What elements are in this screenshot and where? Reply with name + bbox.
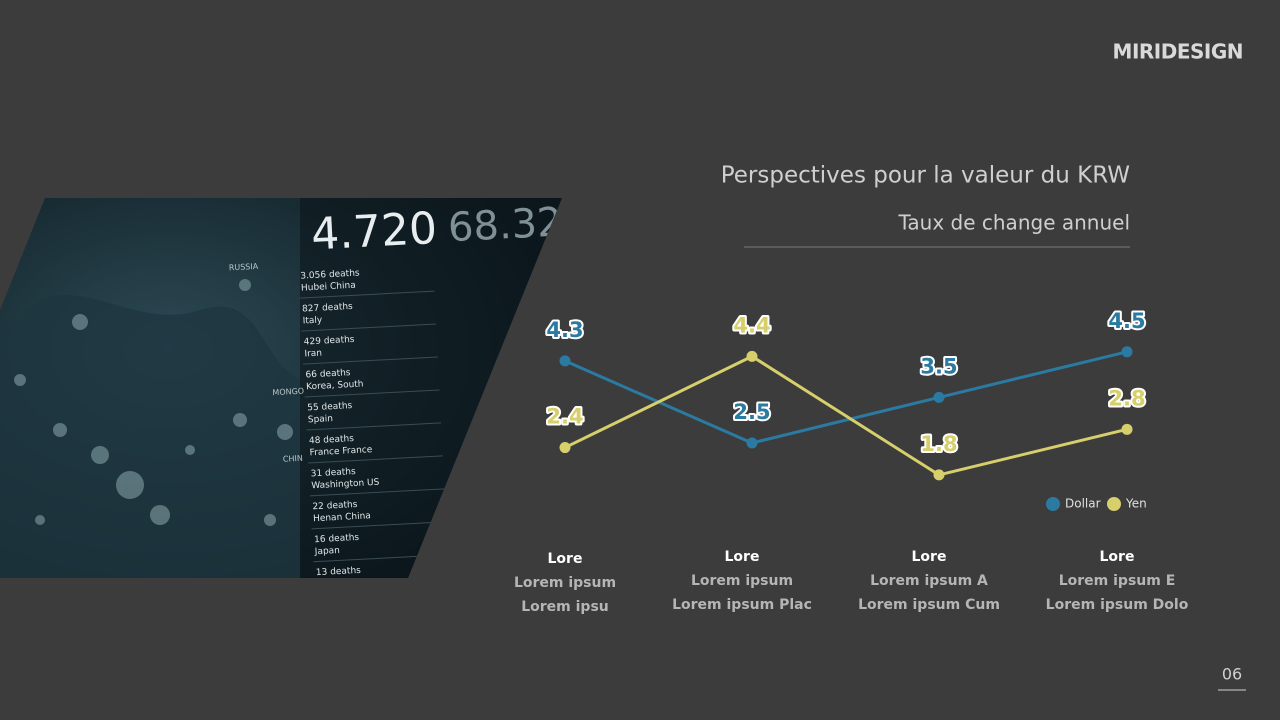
data-label: 4.5 [1108,309,1145,333]
point [1121,423,1133,435]
photo-list-text: Korea, South [306,379,364,392]
photo-list-text: Henan China [313,511,371,524]
data-label: 4.3 [546,318,583,342]
legend-swatch [1046,497,1060,511]
x-tick-detail: Lorem ipsum Cum [858,597,1000,613]
brand: MIRIDESIGN [1113,40,1243,64]
point [746,350,758,362]
data-label: 3.5 [920,354,957,378]
map-dots [14,279,293,526]
legend-swatch [1107,497,1121,511]
photo-list-text: 31 deaths [310,467,356,479]
photo-list-rule [302,356,438,365]
photo-list-text: Italy [302,315,323,326]
page-number: 06 [1222,665,1242,684]
data-label: 1.8 [920,432,957,456]
point [933,391,945,403]
photo-list-text: 16 deaths [314,533,360,545]
legend-label: Yen [1125,497,1147,511]
photo-list-text: Spain [308,414,334,425]
x-tick-detail: Lorem ipsum Dolo [1046,597,1189,613]
data-label: 2.8 [1108,386,1145,410]
photo-list-text: 13 deaths [316,566,362,578]
photo-list-rule [301,323,437,332]
data-label: 2.5 [733,400,770,424]
data-label: 4.4 [733,313,770,337]
point [933,469,945,481]
photo-list-rule [306,422,442,431]
photo-list-text: 22 deaths [312,500,358,512]
photo-list-text: 429 deaths [304,335,355,348]
x-tick-detail: Lorem ipsum Plac [672,597,812,613]
point [1121,346,1133,358]
x-tick-detail: Lorem ipsu [521,599,609,615]
photo-list-text: Washington US [311,478,380,492]
data-label: 2.4 [546,405,583,429]
x-tick-detail: Lorem ipsum E [1059,573,1176,589]
photo-list-text: Japan [314,546,341,557]
point [746,437,758,449]
photo-list-rule [308,455,443,464]
legend-label: Dollar [1065,497,1101,511]
map-label: CHIN [283,454,303,464]
photo-list-rule [304,389,440,398]
map-label: RUSSIA [229,262,259,273]
photo-list-rule [309,488,445,497]
chart-subtitle: Taux de change annuel [898,211,1131,235]
photo-list-text: 55 deaths [307,401,353,413]
photo-list-text: 66 deaths [305,368,351,380]
photo-list-text: Hubei China [301,281,356,294]
chart-title: Perspectives pour la valeur du KRW [721,163,1130,189]
photo-list-rule [311,521,447,530]
photo-list-text: 3.056 deaths [300,268,360,281]
x-tick-detail: Lorem ipsum A [870,573,988,589]
line [564,354,1128,477]
point [559,355,571,367]
photo-list-text: 827 deaths [302,302,353,315]
map-label: MONGO [272,387,304,398]
photo-list-text: France France [309,445,373,458]
x-tick-label: Lore [912,549,947,565]
x-tick-label: Lore [548,551,583,567]
photo-headline: 4.720 [310,203,438,261]
x-tick-label: Lore [1100,549,1135,565]
x-tick-detail: Lorem ipsum [691,573,793,589]
photo-list-text: 48 deaths [309,434,355,446]
photo-list-rule [299,290,435,299]
photo-headline: 68.324 [447,198,589,251]
x-tick-label: Lore [725,549,760,565]
photo-list-text: Iran [304,349,322,360]
x-tick-detail: Lorem ipsum [514,575,616,591]
point [559,442,571,454]
map-land [0,295,300,578]
